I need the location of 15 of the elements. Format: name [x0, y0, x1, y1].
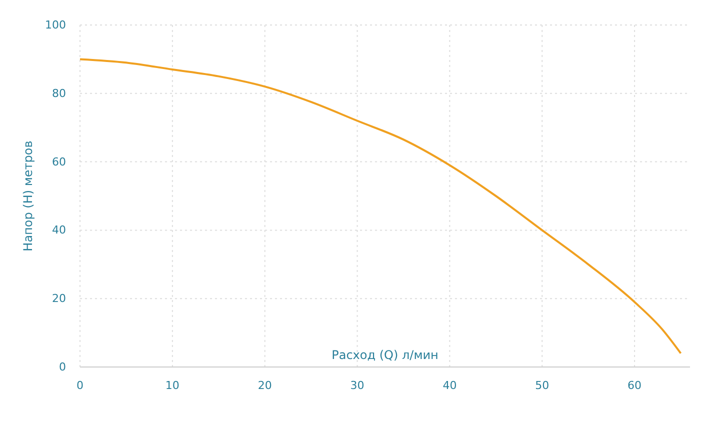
y-tick-label: 80 [52, 86, 66, 100]
x-tick-label: 50 [535, 378, 550, 392]
y-axis-title: Напор (H) метров [21, 140, 35, 252]
x-tick-label: 20 [258, 378, 272, 392]
x-tick-label: 30 [350, 378, 364, 392]
y-tick-label: 100 [45, 18, 66, 32]
y-tick-label: 20 [52, 292, 66, 306]
x-axis-title: Расход (Q) л/мин [332, 348, 438, 362]
y-tick-label: 0 [59, 360, 66, 374]
x-tick-label: 60 [628, 378, 642, 392]
y-tick-label: 60 [52, 155, 66, 168]
y-tick-label: 40 [52, 224, 66, 237]
x-tick-label: 40 [442, 378, 457, 392]
x-tick-label: 10 [165, 378, 180, 392]
x-tick-label: 0 [76, 378, 84, 392]
